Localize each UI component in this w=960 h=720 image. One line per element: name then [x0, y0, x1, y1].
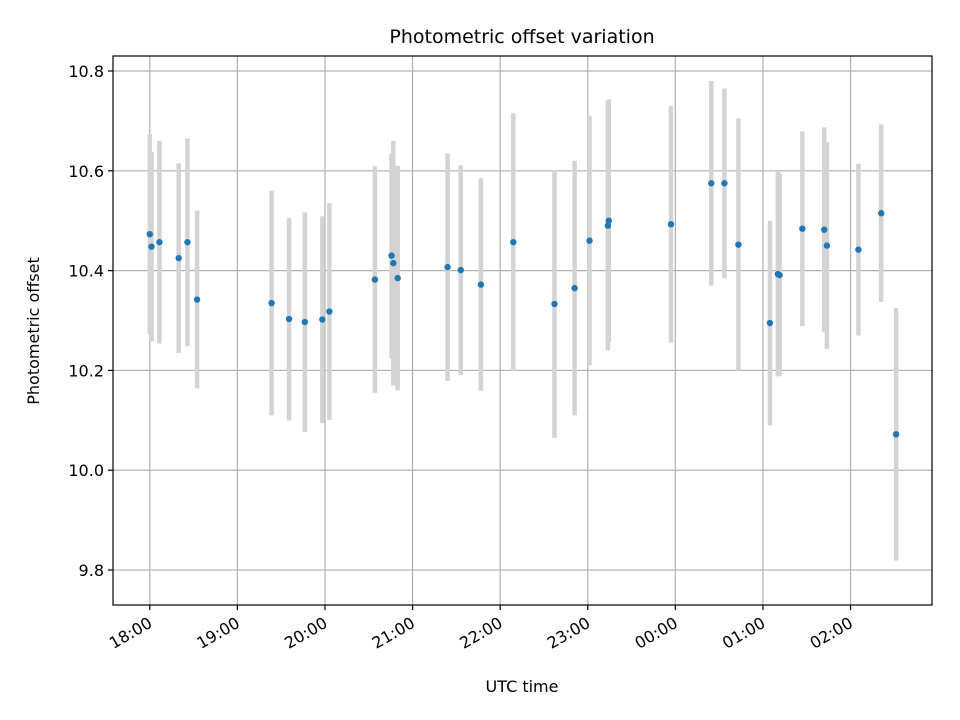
y-tick-label: 10.0	[68, 461, 104, 480]
data-point	[148, 243, 155, 250]
data-point	[551, 300, 558, 308]
data-points	[146, 180, 900, 438]
chart-title: Photometric offset variation	[389, 26, 654, 48]
data-point	[799, 225, 806, 232]
y-tick-label: 9.8	[79, 561, 104, 580]
data-point	[855, 246, 862, 253]
data-point	[388, 252, 395, 259]
data-point	[776, 271, 783, 279]
data-point	[146, 230, 153, 238]
data-point	[285, 315, 293, 323]
y-tick-label: 10.2	[68, 361, 104, 380]
data-point	[394, 274, 401, 282]
data-point	[821, 226, 828, 233]
data-point	[477, 281, 485, 288]
data-point	[735, 241, 742, 248]
data-point	[371, 276, 379, 283]
data-point	[326, 308, 333, 315]
data-point	[390, 259, 397, 267]
data-point	[510, 238, 517, 246]
data-point	[708, 180, 715, 187]
x-axis-label: UTC time	[486, 677, 559, 696]
y-axis-ticks: 9.8 10.0 10.2 10.4 10.6 10.8	[68, 62, 113, 580]
data-point	[892, 431, 900, 438]
data-point	[457, 266, 464, 274]
y-axis-label: Photometric offset	[24, 257, 43, 405]
plot-frame	[112, 55, 933, 606]
data-point	[268, 299, 275, 307]
data-point	[444, 263, 451, 271]
data-point	[766, 319, 774, 327]
data-point	[604, 222, 612, 229]
data-point	[193, 296, 201, 303]
data-point	[319, 316, 326, 323]
grid	[113, 56, 932, 605]
y-tick-label: 10.4	[68, 262, 104, 281]
data-point	[571, 284, 578, 292]
data-point	[823, 242, 831, 249]
data-point	[156, 238, 163, 246]
data-point	[721, 180, 728, 187]
y-tick-label: 10.6	[68, 162, 104, 181]
data-point	[586, 237, 593, 244]
data-point	[877, 210, 885, 217]
data-point	[184, 238, 191, 246]
y-tick-label: 10.8	[68, 62, 104, 81]
data-point	[301, 318, 309, 326]
data-point	[667, 220, 675, 228]
data-point	[175, 254, 182, 262]
data-point	[605, 217, 612, 224]
